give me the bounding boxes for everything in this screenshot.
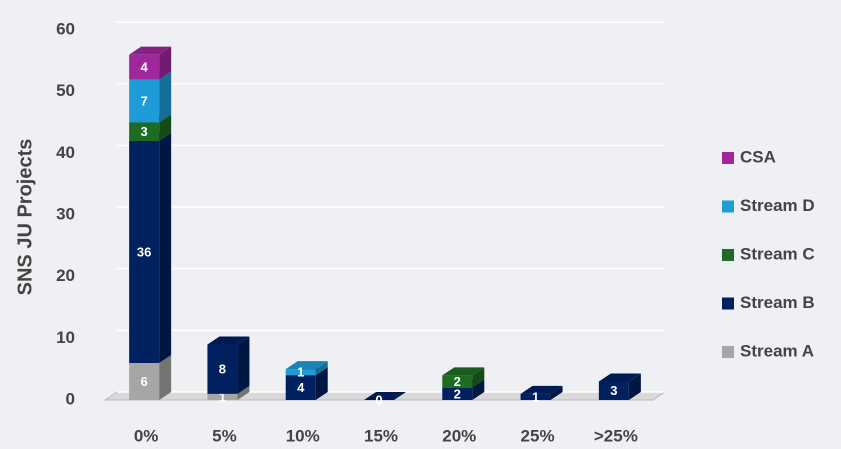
bar-side — [159, 46, 172, 80]
bar — [129, 141, 160, 363]
data-label: 6 — [141, 374, 148, 389]
data-label: 36 — [137, 244, 151, 259]
y-tick-label: 0 — [66, 389, 75, 408]
data-label: 1 — [219, 389, 226, 404]
data-label: 2 — [454, 374, 461, 389]
bar-side — [472, 367, 485, 388]
data-label: 8 — [219, 362, 226, 377]
bar-top — [442, 367, 485, 376]
bar-top — [285, 361, 328, 370]
legend-swatch — [722, 346, 734, 358]
y-tick-label: 30 — [56, 204, 75, 223]
bar-top — [598, 373, 641, 382]
data-label: 2 — [454, 386, 461, 401]
legend-swatch — [722, 152, 734, 164]
legend-label: Stream B — [740, 293, 815, 312]
bar-side — [315, 361, 328, 376]
x-tick-label: 15% — [364, 426, 398, 445]
bar — [285, 375, 316, 400]
bar-side — [159, 355, 172, 400]
data-label: 4 — [297, 380, 305, 395]
bar-side — [550, 385, 563, 400]
x-tick-label: 0% — [134, 426, 159, 445]
y-tick-label: 10 — [56, 328, 75, 347]
bar-side — [237, 385, 250, 400]
bar — [598, 381, 629, 400]
legend-swatch — [722, 200, 734, 213]
data-label: 1 — [532, 389, 539, 404]
bar-side — [159, 133, 172, 363]
bar — [207, 344, 238, 394]
bar — [129, 363, 160, 400]
x-tick-label: 20% — [442, 426, 476, 445]
data-label: 3 — [141, 124, 148, 139]
bar-side — [159, 114, 172, 141]
x-tick-label: 25% — [521, 426, 555, 445]
bar-top — [207, 336, 250, 345]
y-tick-label: 60 — [56, 19, 75, 38]
bar — [129, 54, 160, 80]
bar — [442, 375, 473, 388]
data-label: 3 — [610, 383, 617, 398]
bar-side — [237, 336, 250, 394]
y-tick-label: 40 — [56, 143, 75, 162]
x-tick-label: 5% — [212, 426, 237, 445]
data-label: 4 — [141, 59, 149, 74]
bar-top — [520, 385, 563, 394]
y-tick-label: 50 — [56, 81, 75, 100]
bar — [285, 369, 316, 376]
bar — [442, 387, 473, 400]
legend-label: Stream A — [740, 341, 814, 360]
legend-label: Stream D — [740, 196, 815, 215]
bar-side — [628, 373, 641, 400]
data-label: 1 — [297, 365, 304, 380]
bar — [129, 122, 160, 141]
legend-swatch — [722, 297, 734, 310]
data-label: 0 — [375, 392, 382, 407]
x-tick-label: 10% — [286, 426, 320, 445]
bar-top — [129, 46, 172, 55]
bar — [207, 393, 238, 400]
legend-swatch — [722, 249, 734, 261]
y-tick-label: 20 — [56, 266, 75, 285]
bar-top — [364, 392, 406, 400]
data-label: 7 — [141, 93, 148, 108]
y-axis-label: SNS JU Projects — [14, 139, 36, 296]
bar-side — [159, 71, 172, 123]
bar — [129, 79, 160, 123]
legend-label: CSA — [740, 147, 776, 166]
x-tick-label: >25% — [594, 426, 638, 445]
bar — [520, 393, 551, 400]
bar-side — [315, 367, 328, 400]
bar-side — [472, 379, 485, 400]
legend-label: Stream C — [740, 244, 815, 263]
